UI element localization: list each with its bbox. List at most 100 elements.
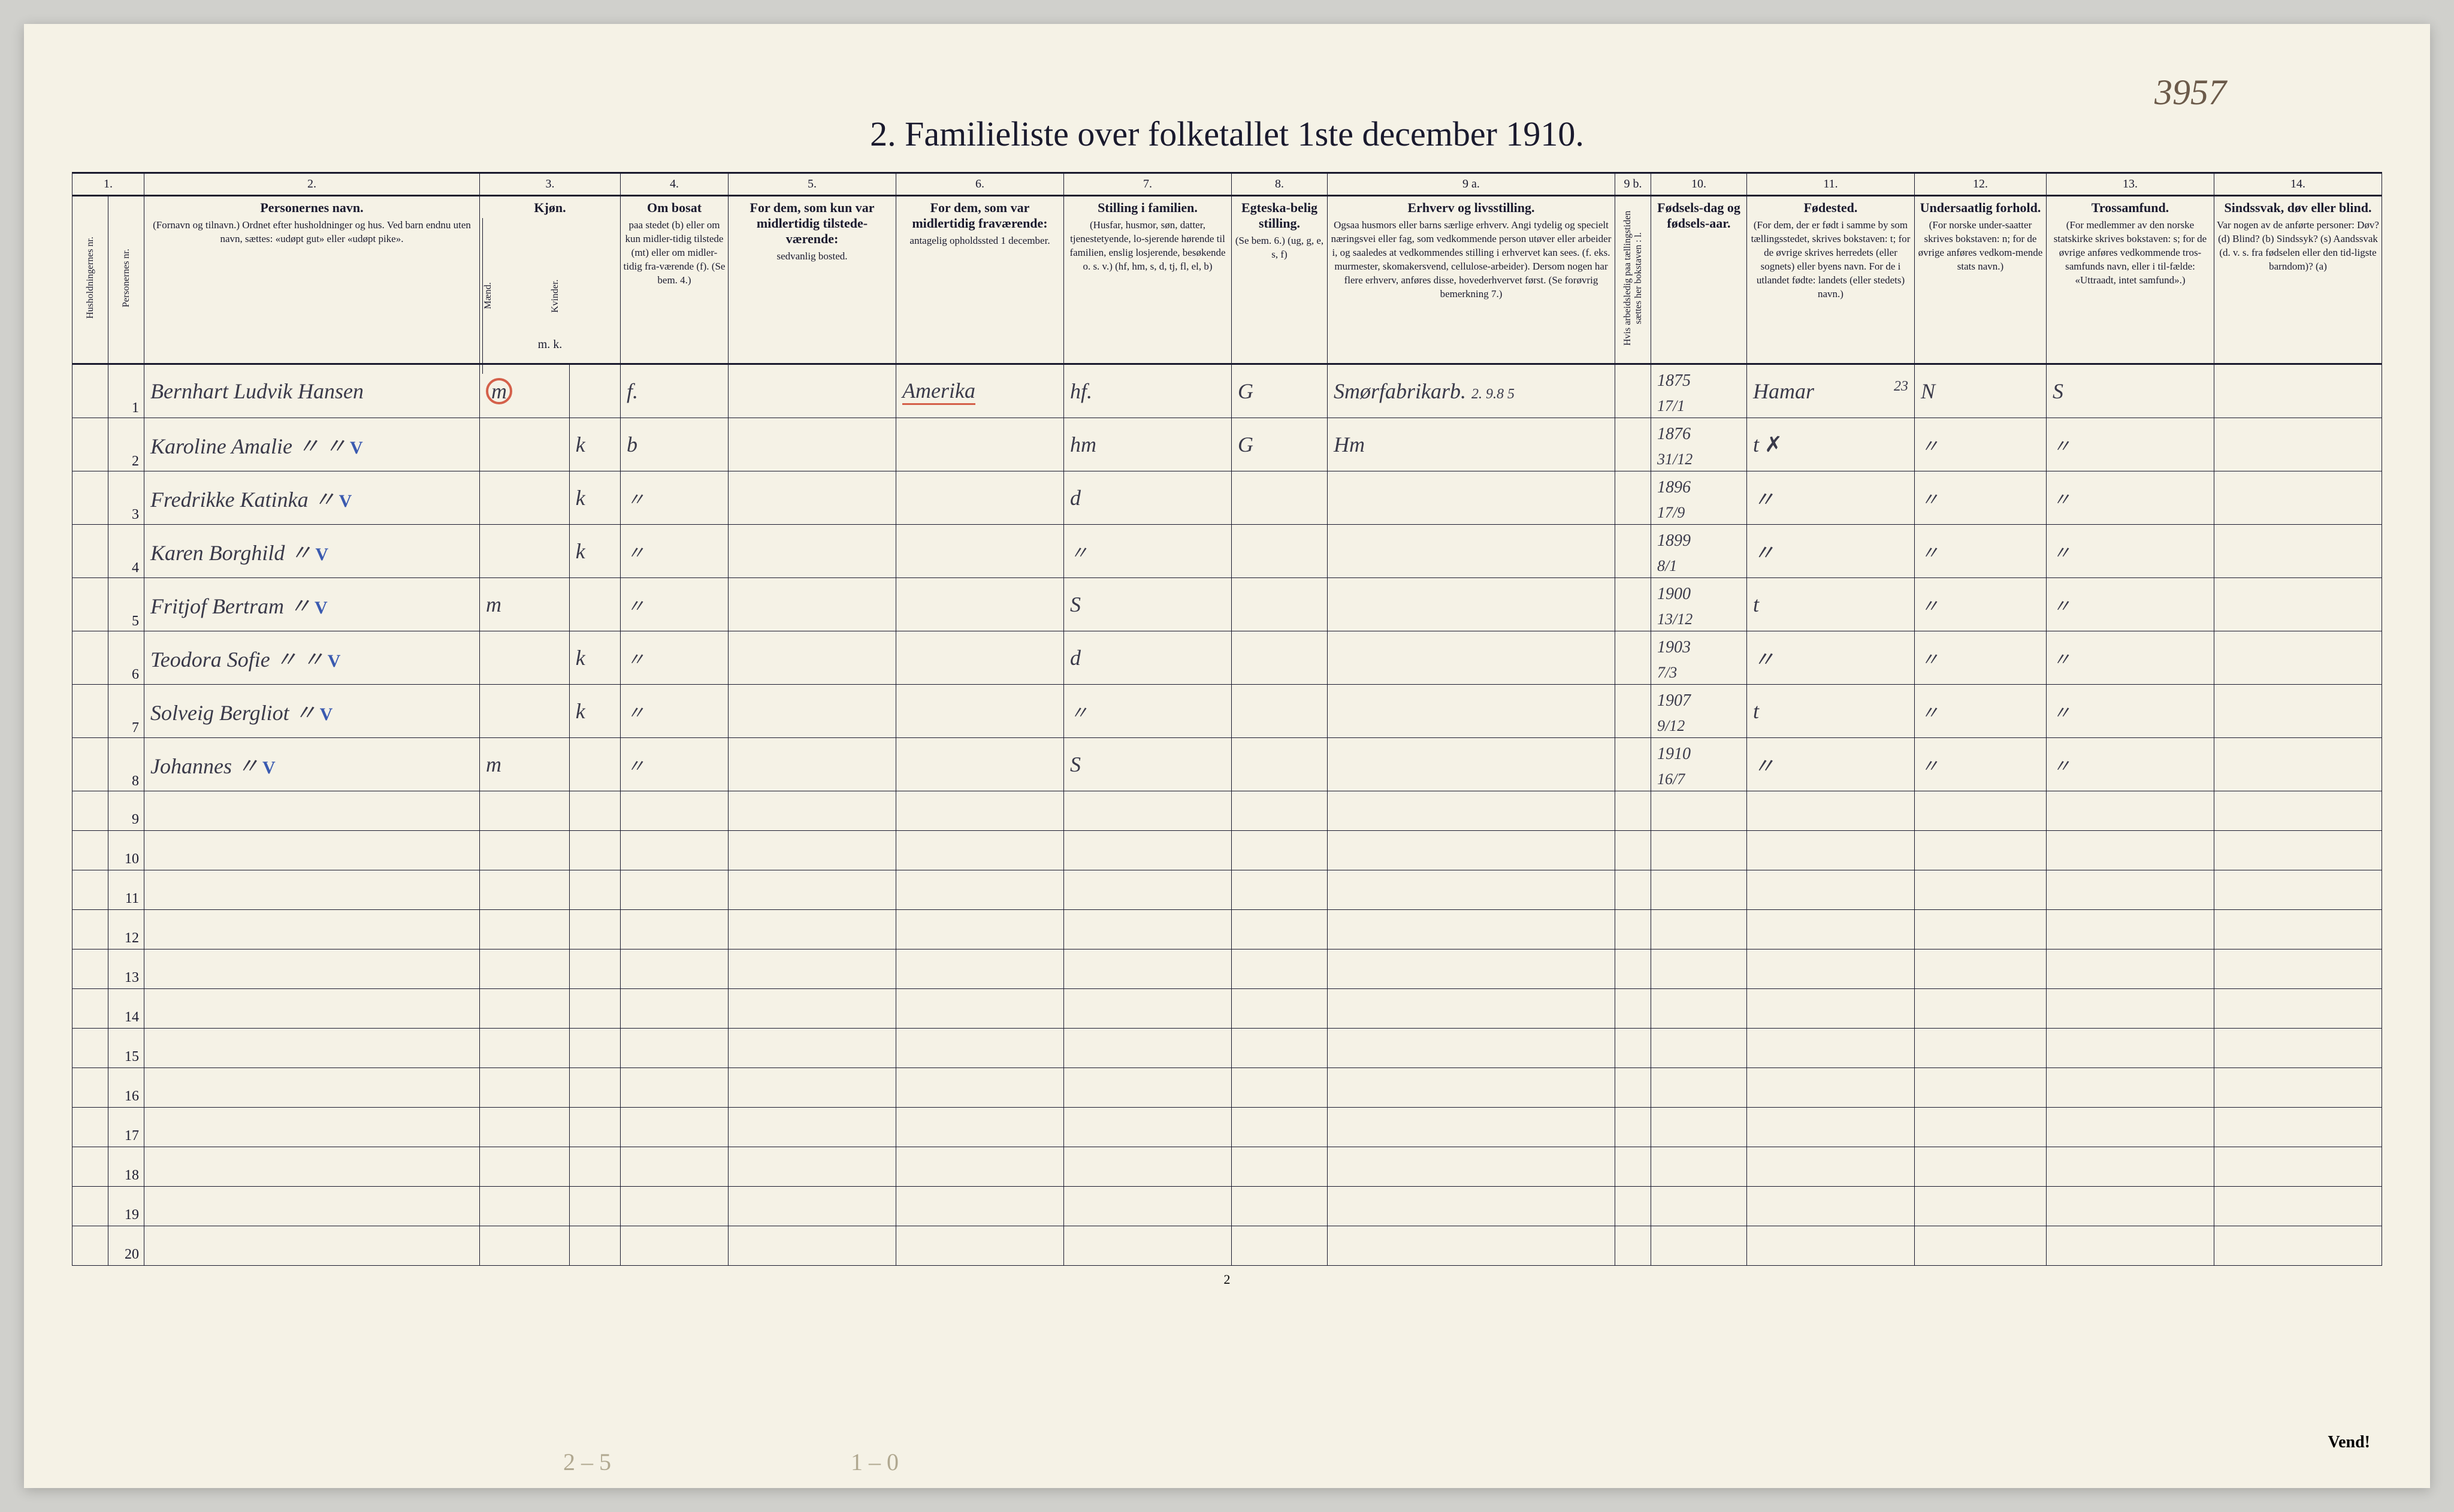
cell: 〃: [1747, 738, 1915, 791]
cell: [1615, 578, 1651, 631]
cell: 〃: [621, 525, 729, 578]
hdr-7-title: Stilling i familien.: [1066, 200, 1229, 216]
table-row-empty: 18: [72, 1147, 2382, 1187]
cell: d: [1064, 631, 1232, 685]
cell: [1615, 631, 1651, 685]
cell: [1615, 364, 1651, 418]
cell: hf.: [1064, 364, 1232, 418]
cell: [896, 578, 1064, 631]
cell: t: [1747, 685, 1915, 738]
cell: [1328, 685, 1615, 738]
cell: 〃: [1747, 631, 1915, 685]
table-row-empty: 10: [72, 831, 2382, 870]
cell: [896, 418, 1064, 471]
colnum-1: 1.: [72, 173, 144, 196]
table-row-empty: 11: [72, 870, 2382, 910]
cell: 〃: [621, 685, 729, 738]
colnum-4: 4.: [621, 173, 729, 196]
cell-name: Karen Borghild 〃V: [144, 525, 480, 578]
hdr-6-sub: antagelig opholdssted 1 december.: [909, 235, 1050, 246]
cell: S: [2047, 364, 2214, 418]
cell: 〃: [2047, 631, 2214, 685]
hdr-13-sub: (For medlemmer av den norske statskirke …: [2054, 219, 2207, 286]
cell-sex-m: [480, 471, 570, 525]
table-row-empty: 16: [72, 1068, 2382, 1108]
cell: 〃: [2047, 578, 2214, 631]
colnum-6: 6.: [896, 173, 1064, 196]
cell: 〃: [621, 471, 729, 525]
cell: 〃: [2047, 471, 2214, 525]
cell: [2214, 364, 2382, 418]
hdr-sex-k: Kvinder.: [550, 218, 618, 374]
cell: [2214, 525, 2382, 578]
census-page: 3957 2. Familieliste over folketallet 1s…: [24, 24, 2430, 1488]
colnum-9a: 9 a.: [1328, 173, 1615, 196]
cell: 23Hamar: [1747, 364, 1915, 418]
hdr-5-sub: sedvanlig bosted.: [776, 250, 847, 262]
table-row-empty: 19: [72, 1187, 2382, 1226]
cell-sex-k: k: [569, 525, 620, 578]
cell: 〃: [1915, 418, 2047, 471]
cell: 〃: [1915, 685, 2047, 738]
hdr-9a-sub: Ogsaa husmors eller barns særlige erhver…: [1331, 219, 1612, 300]
hdr-14-title: Sindssvak, døv eller blind.: [2217, 200, 2379, 216]
cell: 189617/9: [1651, 471, 1747, 525]
cell: S: [1064, 738, 1232, 791]
table-row-empty: 14: [72, 989, 2382, 1029]
colnum-13: 13.: [2047, 173, 2214, 196]
cell: t ✗: [1747, 418, 1915, 471]
hdr-13-title: Trossamfund.: [2049, 200, 2211, 216]
cell: 〃: [2047, 738, 2214, 791]
hdr-9b: Hvis arbeidsledig paa tællingstiden sætt…: [1622, 200, 1644, 356]
pencil-note-right: 1 – 0: [851, 1448, 899, 1476]
cell-sex-m: [480, 525, 570, 578]
page-title: 2. Familieliste over folketallet 1ste de…: [72, 114, 2382, 154]
hdr-12-title: Undersaatlig forhold.: [1917, 200, 2044, 216]
cell: 〃: [2047, 525, 2214, 578]
cell: 〃: [1915, 525, 2047, 578]
column-number-row: 1. 2. 3. 4. 5. 6. 7. 8. 9 a. 9 b. 10. 11…: [72, 173, 2382, 196]
table-row-empty: 17: [72, 1108, 2382, 1147]
table-row: 1Bernhart Ludvik Hansenmf.Amerikahf.GSmø…: [72, 364, 2382, 418]
table-row-empty: 9: [72, 791, 2382, 831]
hdr-7-sub: (Husfar, husmor, søn, datter, tjenestety…: [1069, 219, 1225, 272]
cell: 〃: [1064, 685, 1232, 738]
cell: 〃: [1915, 578, 2047, 631]
table-row: 8Johannes 〃Vm〃S191016/7〃〃〃: [72, 738, 2382, 791]
hdr-5-title: For dem, som kun var midlertidig tilsted…: [731, 200, 893, 247]
hdr-11-sub: (For dem, der er født i samme by som tæl…: [1751, 219, 1911, 300]
cell: [1328, 578, 1615, 631]
cell: [1615, 738, 1651, 791]
cell: [1615, 471, 1651, 525]
cell: [2214, 631, 2382, 685]
cell-name: Fritjof Bertram 〃V: [144, 578, 480, 631]
table-row: 7Solveig Bergliot 〃Vk〃〃19079/12t〃〃: [72, 685, 2382, 738]
hdr-sex-m: Mænd.: [482, 218, 550, 374]
cell: 190013/12: [1651, 578, 1747, 631]
cell: [729, 631, 896, 685]
colnum-8: 8.: [1232, 173, 1328, 196]
cell: 〃: [1747, 525, 1915, 578]
cell: 〃: [1915, 738, 2047, 791]
cell-sex-k: k: [569, 685, 620, 738]
cell: 〃: [621, 578, 729, 631]
hdr-name-sub: (Fornavn og tilnavn.) Ordnet efter husho…: [153, 219, 471, 244]
cell: 187631/12: [1651, 418, 1747, 471]
cell: 〃: [1915, 631, 2047, 685]
table-row-empty: 13: [72, 949, 2382, 989]
cell-name: Bernhart Ludvik Hansen: [144, 364, 480, 418]
cell-name: Solveig Bergliot 〃V: [144, 685, 480, 738]
cell: 191016/7: [1651, 738, 1747, 791]
cell: [1232, 525, 1328, 578]
cell: [729, 738, 896, 791]
cell-sex-k: k: [569, 418, 620, 471]
cell: 〃: [2047, 418, 2214, 471]
cell: [2214, 685, 2382, 738]
table-body: 1Bernhart Ludvik Hansenmf.Amerikahf.GSmø…: [72, 364, 2382, 1266]
cell: [1328, 471, 1615, 525]
hdr-12-sub: (For norske under-saatter skrives boksta…: [1918, 219, 2043, 272]
cell: [1615, 418, 1651, 471]
cell: [2214, 738, 2382, 791]
colnum-12: 12.: [1915, 173, 2047, 196]
cell-sex-m: [480, 418, 570, 471]
